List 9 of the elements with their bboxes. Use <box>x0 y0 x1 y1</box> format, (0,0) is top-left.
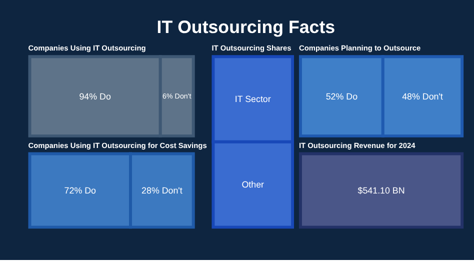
data-label: 52% Do <box>326 91 358 102</box>
text: IT Outsourcing Facts <box>156 16 336 37</box>
data-label: 48% Don't <box>402 91 444 102</box>
category-label: Other <box>242 180 264 190</box>
data-label: 28% Don't <box>142 185 183 196</box>
data-label: 72% Do <box>64 185 96 196</box>
category-label: IT Sector <box>234 94 271 104</box>
data-label: $541.10 BN <box>358 185 405 196</box>
data-label: 94% Do <box>79 91 111 102</box>
